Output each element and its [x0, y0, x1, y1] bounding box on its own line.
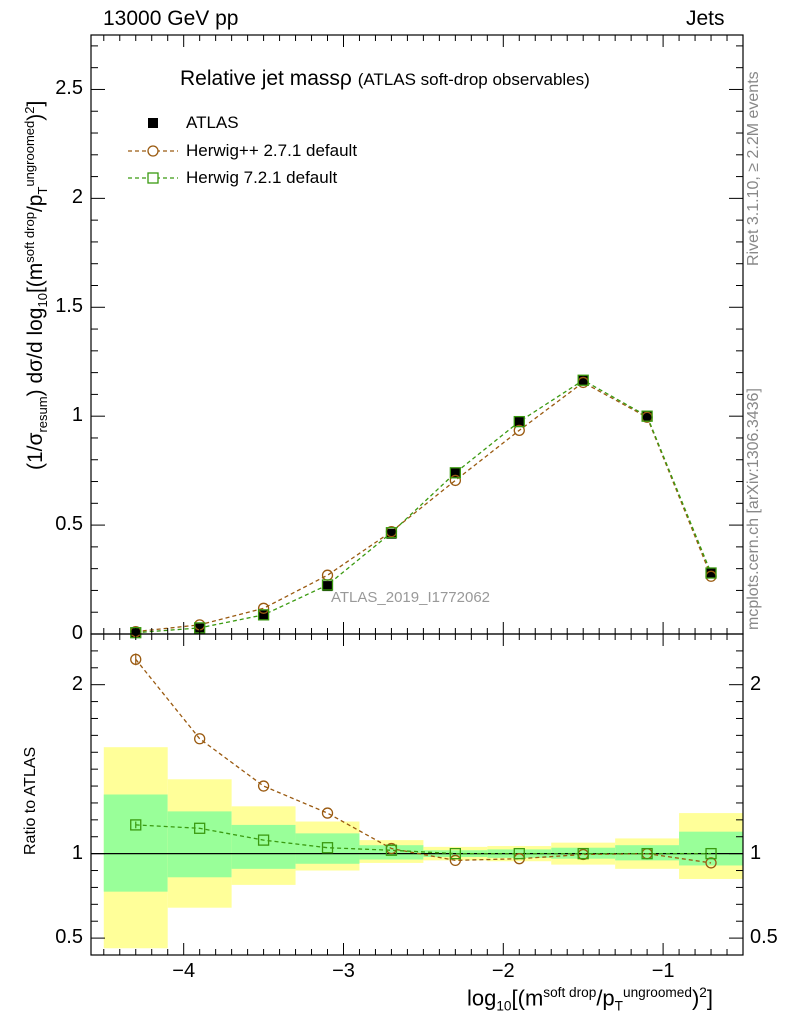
atlas-point	[322, 581, 333, 592]
atlas-point	[386, 528, 397, 539]
herwig7-ratio-point	[130, 819, 142, 831]
energy-label: 13000 GeV pp	[103, 7, 239, 30]
herwig7-ratio-point	[513, 847, 525, 860]
herwig7-ratio-point	[705, 847, 717, 860]
legend-marker-atlas	[148, 118, 158, 128]
herwig7-point	[705, 567, 717, 579]
inner-band-bin	[167, 811, 232, 878]
inner-band-bin	[103, 794, 168, 892]
plot-frames	[90, 34, 744, 956]
y-tick-label: 1.5	[55, 295, 83, 318]
herwigpp-ratio-point	[257, 780, 270, 792]
mcplots-label: mcplots.cern.ch [arXiv:1306.3436]	[745, 388, 762, 630]
atlas-point	[258, 610, 269, 621]
herwigpp-point	[321, 569, 334, 581]
y-tick-label: 2.5	[55, 77, 83, 100]
title-sub: (ATLAS soft-drop observables)	[357, 70, 590, 89]
ratio-y-axis-label: Ratio to ATLAS	[22, 746, 39, 855]
ratio-y-tick-label: 2	[71, 672, 83, 695]
herwigpp-point	[449, 474, 462, 487]
ratio-uncertainty-bands	[103, 747, 743, 949]
herwig7-ratio-point	[194, 822, 206, 834]
y-tick-label: 0.5	[55, 513, 83, 536]
analysis-id-label: ATLAS_2019_I1772062	[331, 589, 491, 606]
x-axis-label: log10[(msoft drop/pTungroomed)2]	[467, 985, 713, 1014]
herwig7-ratio-point	[577, 847, 589, 860]
atlas-point	[450, 467, 461, 478]
y-tick-label: 1	[71, 404, 83, 427]
herwig7-ratio-point	[641, 847, 653, 860]
atlas-point	[642, 411, 653, 422]
inner-band-bin	[295, 833, 360, 864]
x-tick-label: −1	[651, 960, 675, 982]
y-axis-label: (1/σresum) dσ/d log10[(msoft drop/pTungr…	[22, 100, 51, 470]
ratio-y-tick-label-right: 1	[750, 841, 762, 864]
x-tick-label: −3	[332, 960, 355, 982]
process-label: Jets	[686, 7, 725, 30]
ratio-y-tick-label-right: 2	[750, 672, 762, 695]
y-tick-label: 2	[71, 186, 83, 209]
x-tick-label: −4	[172, 960, 196, 982]
herwig7-ratio-point	[321, 842, 334, 854]
data-markers	[130, 374, 717, 869]
herwigpp-ratio-point	[705, 857, 717, 869]
x-tick-label: −2	[491, 960, 515, 982]
herwig7-point	[449, 467, 462, 479]
title-main: Relative jet massρ	[180, 67, 352, 90]
chart-title: Relative jet massρ (ATLAS soft-drop obse…	[180, 67, 590, 91]
inner-band-bin	[359, 845, 424, 860]
herwig7-point	[321, 579, 334, 591]
ratio-y-tick-label-right: 0.5	[750, 926, 778, 949]
y-tick-label: 0	[71, 622, 83, 644]
herwig7-ratio-point	[449, 847, 462, 860]
inner-band-bin	[231, 824, 296, 869]
herwig7-point	[257, 609, 270, 621]
ratio-y-tick-label: 0.5	[55, 926, 83, 949]
ratio-frame	[90, 633, 744, 956]
herwigpp-ratio-point	[321, 807, 334, 819]
herwig7-ratio-point	[385, 844, 398, 856]
herwigpp-point	[257, 602, 270, 614]
atlas-point	[706, 568, 717, 579]
series-lines	[135, 379, 712, 864]
rivet-version-label: Rivet 3.1.10, ≥ 2.2M events	[745, 71, 762, 266]
herwig7-point	[513, 415, 525, 428]
herwig7-ratio-point	[257, 834, 270, 846]
herwig7-point	[641, 410, 653, 422]
herwigpp-ratio-point	[449, 854, 462, 867]
legend-marker-herwigpp	[147, 145, 159, 157]
herwig7-point	[385, 527, 398, 539]
herwigpp-point	[513, 424, 525, 436]
legend-markers	[128, 118, 178, 184]
legend-label-herwigpp: Herwig++ 2.7.1 default	[186, 141, 358, 160]
ratio-y-tick-label: 1	[71, 841, 83, 864]
atlas-point	[514, 416, 525, 427]
herwigpp-ratio-point	[194, 733, 206, 745]
axis-ticks	[91, 35, 744, 955]
herwig7-point	[577, 374, 589, 386]
ratio-line-2	[135, 824, 712, 855]
legend-label-atlas: ATLAS	[186, 113, 239, 132]
legend-label-herwig7: Herwig 7.2.1 default	[186, 168, 338, 187]
atlas-point	[578, 375, 589, 386]
ratio-line-1	[135, 658, 712, 864]
legend-marker-herwig7	[147, 172, 159, 184]
